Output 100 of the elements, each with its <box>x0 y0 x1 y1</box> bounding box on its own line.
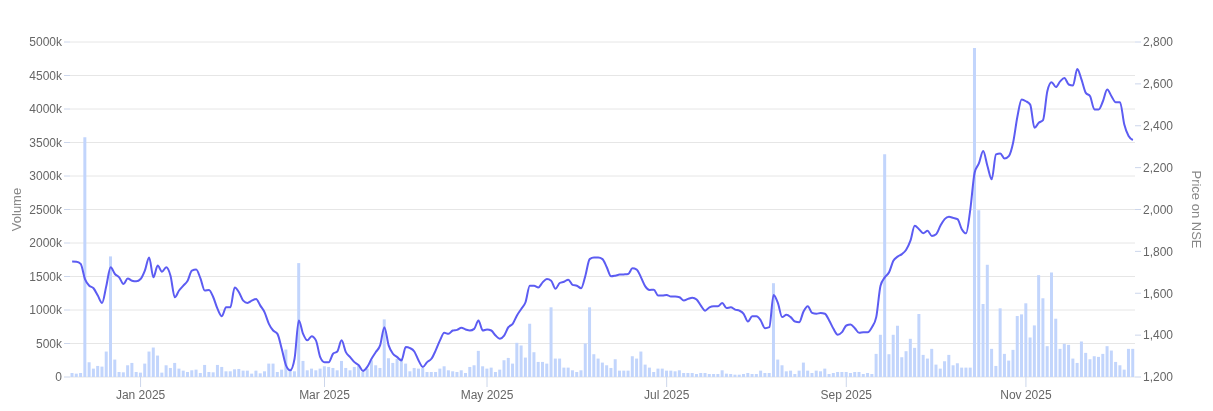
bar <box>1067 344 1071 377</box>
line-series <box>71 68 1134 372</box>
bar <box>724 373 728 377</box>
bar <box>237 368 241 377</box>
y2-axis-title: Price on NSE <box>1189 170 1205 249</box>
bar <box>314 370 318 377</box>
y2-tick-label: 2,000 <box>1143 202 1174 217</box>
x-tick-label: May 2025 <box>460 388 514 402</box>
bar <box>434 371 438 377</box>
bar <box>258 373 262 377</box>
bar <box>566 367 570 377</box>
y2-tick-label: 2,200 <box>1143 160 1174 175</box>
bar <box>168 367 172 377</box>
y2-tick-label: 2,600 <box>1143 77 1174 92</box>
bar <box>639 351 643 377</box>
bar <box>964 367 968 377</box>
y-tick-label: 1500k <box>29 269 63 284</box>
bar <box>853 371 857 377</box>
y2-tick-label: 1,600 <box>1143 286 1174 301</box>
bar <box>502 360 506 377</box>
bar <box>109 256 113 377</box>
bar <box>960 367 964 377</box>
bar <box>549 307 553 377</box>
bar <box>186 371 189 377</box>
y2-tick-label: 2,800 <box>1143 35 1174 50</box>
bar <box>412 367 416 377</box>
bar <box>712 373 716 377</box>
bar <box>489 367 493 377</box>
bar <box>438 368 442 377</box>
bar <box>1097 356 1101 377</box>
bar <box>682 372 686 377</box>
bar <box>600 362 604 377</box>
bar <box>327 366 331 377</box>
bar <box>451 371 455 377</box>
bar <box>164 365 168 377</box>
bar <box>1109 350 1113 377</box>
bar <box>70 372 74 377</box>
bar <box>369 360 373 377</box>
bar <box>848 372 852 377</box>
bar <box>771 283 775 377</box>
y2-tick-label: 1,200 <box>1143 370 1174 385</box>
bar <box>570 370 574 377</box>
bar <box>622 370 626 377</box>
bar <box>459 370 463 377</box>
bar <box>754 373 758 377</box>
bar <box>446 370 450 377</box>
bar <box>1101 353 1105 377</box>
bar <box>1118 365 1122 377</box>
y2-tick-label: 1,400 <box>1143 328 1174 343</box>
bar <box>660 368 664 377</box>
bar <box>476 350 480 377</box>
bar <box>425 371 429 377</box>
bar <box>844 371 848 377</box>
bar <box>677 370 681 377</box>
bar <box>1079 341 1083 377</box>
bar <box>331 367 335 377</box>
bar <box>215 364 219 377</box>
bar <box>896 325 899 377</box>
bar <box>707 373 711 377</box>
bar <box>609 367 613 377</box>
bar <box>1131 348 1135 377</box>
bar <box>245 370 249 377</box>
bar <box>690 372 694 377</box>
bar <box>271 363 275 377</box>
y-tick-label: 2500k <box>29 202 63 217</box>
bar <box>391 362 395 377</box>
bar <box>220 366 224 377</box>
bar <box>720 370 724 377</box>
bar <box>395 358 399 377</box>
bar <box>254 370 258 377</box>
bar <box>840 371 844 377</box>
y2-tick-label: 1,800 <box>1143 244 1174 259</box>
bar <box>87 362 91 377</box>
y-tick-label: 2000k <box>29 236 63 251</box>
y-tick-label: 3500k <box>29 135 63 150</box>
y2-tick-label: 2,400 <box>1143 119 1174 134</box>
bar <box>694 373 698 377</box>
bar <box>647 367 651 377</box>
bar <box>917 314 921 377</box>
bar <box>759 370 763 377</box>
x-tick-label: Mar 2025 <box>299 388 351 402</box>
bar <box>310 368 314 377</box>
bar <box>827 373 831 377</box>
bar <box>955 363 959 377</box>
bar <box>810 372 814 377</box>
bar <box>729 373 733 377</box>
bar <box>305 370 309 377</box>
bar <box>267 363 271 377</box>
bar <box>652 371 656 377</box>
bar <box>74 373 78 377</box>
bar <box>703 372 707 377</box>
bar <box>780 365 784 377</box>
bar <box>1092 356 1096 377</box>
bar <box>297 263 301 377</box>
bar <box>190 370 194 377</box>
bar <box>716 373 720 377</box>
y-tick-label: 1000k <box>29 303 63 318</box>
bar <box>630 356 634 377</box>
bar <box>528 323 532 377</box>
bar <box>789 370 793 377</box>
